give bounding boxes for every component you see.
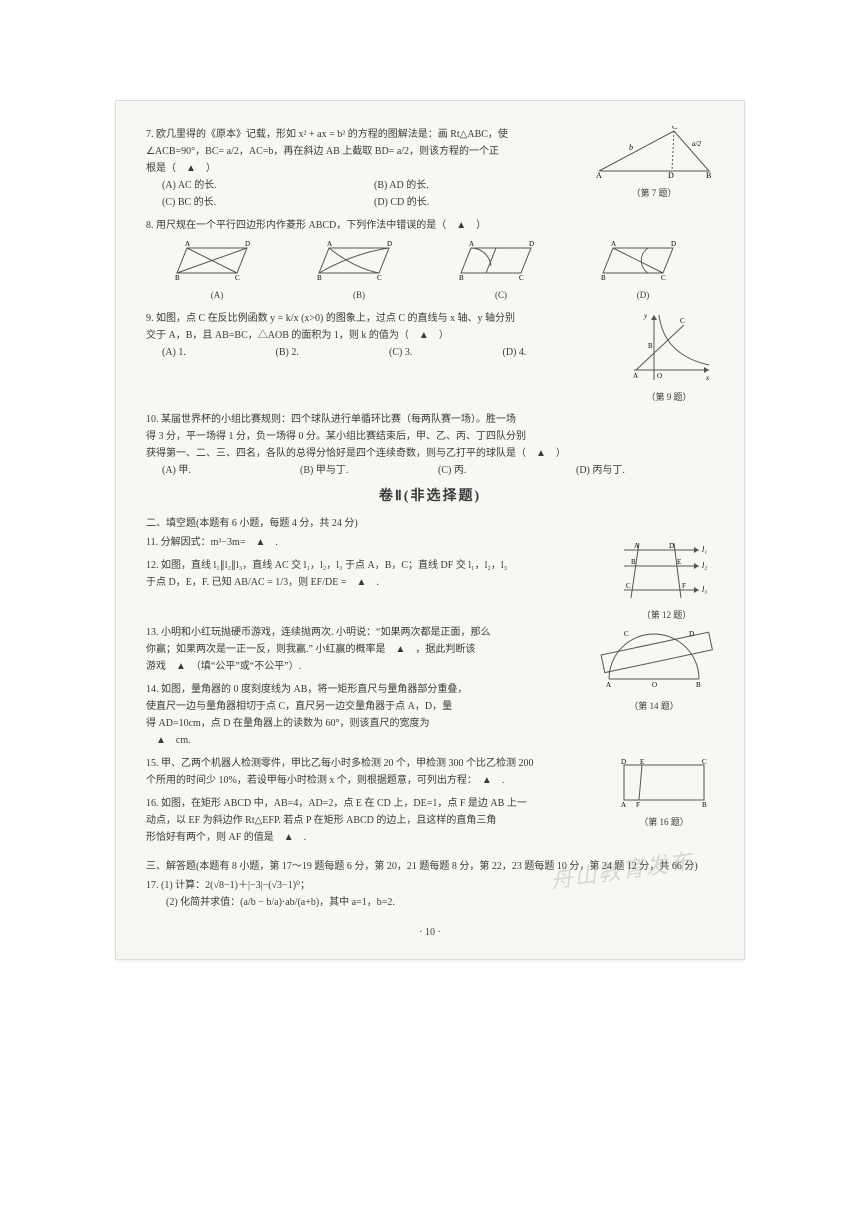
q14-line3: 得 AD=10cm，点 D 在量角器上的读数为 60°，则该直尺的宽度为 bbox=[146, 715, 714, 732]
q7-optA: (A) AC 的长. bbox=[162, 177, 374, 194]
svg-text:A: A bbox=[469, 240, 474, 248]
question-17: 17. (1) 计算：2(√8−1)＋|−3|−(√3−1)⁰； (2) 化简并… bbox=[146, 877, 714, 911]
q8-figC: A D B C (C) bbox=[456, 238, 546, 304]
q10-line3: 获得第一、二、三、四名，各队的总得分恰好是四个连续奇数，则与乙打平的球队是（ ▲… bbox=[146, 445, 714, 462]
q7-optB: (B) AD 的长. bbox=[374, 177, 586, 194]
svg-text:A: A bbox=[185, 240, 190, 248]
question-11: 11. 分解因式：m³−3m= ▲ . bbox=[146, 534, 714, 551]
q13-line1: 13. 小明和小红玩抛硬币游戏，连续抛两次. 小明说：“如果两次都是正面，那么 bbox=[146, 624, 714, 641]
svg-text:D: D bbox=[529, 240, 534, 248]
question-13: 13. 小明和小红玩抛硬币游戏，连续抛两次. 小明说：“如果两次都是正面，那么 … bbox=[146, 624, 714, 675]
q7-optD: (D) CD 的长. bbox=[374, 194, 586, 211]
question-9: A B C O x y （第 9 题） 9. 如图，点 C 在反比例函数 y =… bbox=[146, 310, 714, 406]
heading-fill: 二、填空题(本题有 6 小题，每题 4 分，共 24 分) bbox=[146, 515, 714, 532]
q13-line2: 你赢；如果两次是一正一反，则我赢.” 小红赢的概率是 ▲ ，据此判断该 bbox=[146, 641, 714, 658]
svg-text:C: C bbox=[377, 274, 382, 282]
q8-capA: (A) bbox=[172, 288, 262, 303]
question-8: 8. 用尺规在一个平行四边形内作菱形 ABCD，下列作法中错误的是（ ▲ ） A… bbox=[146, 217, 714, 304]
svg-text:A: A bbox=[327, 240, 332, 248]
question-7: A B C D b a/2 （第 7 题） 7. 欧几里得的《原本》记载，形如 … bbox=[146, 126, 714, 211]
q8-figures: A D B C (A) A D B C (B) A D B C (C) A D B C (D) bbox=[146, 238, 714, 304]
q16-line3: 形恰好有两个，则 AF 的值是 ▲ . bbox=[146, 829, 714, 846]
label-a2: a/2 bbox=[692, 140, 701, 148]
q10-optA: (A) 甲. bbox=[162, 462, 300, 479]
heading-solve: 三、解答题(本题有 8 小题，第 17～19 题每题 6 分，第 20，21 题… bbox=[146, 858, 714, 875]
section-2-title: 卷Ⅱ(非选择题) bbox=[146, 485, 714, 509]
question-15: 15. 甲、乙两个机器人检测零件，甲比乙每小时多检测 20 个，甲检测 300 … bbox=[146, 755, 714, 789]
label-b: b bbox=[629, 143, 633, 152]
q7-optC: (C) BC 的长. bbox=[162, 194, 374, 211]
q9-optC: (C) 3. bbox=[389, 344, 503, 361]
q10-optD: (D) 丙与丁. bbox=[576, 462, 714, 479]
question-12: 12. 如图，直线 l₁∥l₂∥l₃，直线 AC 交 l₁，l₂，l₃ 于点 A… bbox=[146, 557, 714, 591]
figure-q9-caption: （第 9 题） bbox=[624, 390, 714, 405]
q12-line2: 于点 D，E，F. 已知 AB/AC = 1/3，则 EF/DE = ▲ . bbox=[146, 574, 714, 591]
q16-line2: 动点，以 EF 为斜边作 Rt△EFP. 若点 P 在矩形 ABCD 的边上，且… bbox=[146, 812, 714, 829]
svg-text:D: D bbox=[387, 240, 392, 248]
q9-optA: (A) 1. bbox=[162, 344, 276, 361]
q8-capC: (C) bbox=[456, 288, 546, 303]
q14-line1: 14. 如图，量角器的 0 度刻度线为 AB，将一矩形直尺与量角器部分重叠， bbox=[146, 681, 714, 698]
q14-line4: ▲ cm. bbox=[146, 732, 714, 749]
q8-text: 8. 用尺规在一个平行四边形内作菱形 ABCD，下列作法中错误的是（ ▲ ） bbox=[146, 217, 714, 234]
q8-figB: A D B C (B) bbox=[314, 238, 404, 304]
label-C: C bbox=[672, 126, 677, 131]
svg-text:C: C bbox=[519, 274, 524, 282]
q10-optB: (B) 甲与丁. bbox=[300, 462, 438, 479]
q14-line2: 使直尺一边与量角器相切于点 C，直尺另一边交量角器于点 A，D，量 bbox=[146, 698, 714, 715]
page-number: · 10 · bbox=[116, 924, 744, 941]
q9-optD: (D) 4. bbox=[503, 344, 617, 361]
q16-line1: 16. 如图，在矩形 ABCD 中，AB=4，AD=2，点 E 在 CD 上，D… bbox=[146, 795, 714, 812]
svg-text:A: A bbox=[611, 240, 616, 248]
label-A: A bbox=[596, 171, 602, 180]
q8-capD: (D) bbox=[598, 288, 688, 303]
svg-text:A: A bbox=[633, 372, 638, 380]
svg-text:C: C bbox=[680, 317, 685, 325]
q13-line3: 游戏 ▲ （填“公平”或“不公平”）. bbox=[146, 658, 714, 675]
q10-optC: (C) 丙. bbox=[438, 462, 576, 479]
svg-text:B: B bbox=[317, 274, 322, 282]
label-D: D bbox=[668, 171, 674, 180]
figure-q7: A B C D b a/2 （第 7 题） bbox=[594, 126, 714, 202]
question-16: 16. 如图，在矩形 ABCD 中，AB=4，AD=2，点 E 在 CD 上，D… bbox=[146, 795, 714, 846]
svg-text:x: x bbox=[705, 374, 710, 382]
exam-page: A B C D b a/2 （第 7 题） 7. 欧几里得的《原本》记载，形如 … bbox=[115, 100, 745, 960]
q10-line2: 得 3 分，平一场得 1 分，负一场得 0 分。某小组比赛结束后，甲、乙、丙、丁… bbox=[146, 428, 714, 445]
figure-q12-caption: （第 12 题） bbox=[619, 608, 714, 623]
q17-part2: (2) 化简并求值：(a/b − b/a)·ab/(a+b)，其中 a=1，b=… bbox=[146, 894, 714, 911]
figure-q9: A B C O x y （第 9 题） bbox=[624, 310, 714, 406]
svg-text:D: D bbox=[671, 240, 676, 248]
svg-text:B: B bbox=[601, 274, 606, 282]
q11-text: 11. 分解因式：m³−3m= ▲ . bbox=[146, 534, 714, 551]
q10-line1: 10. 某届世界杯的小组比赛规则：四个球队进行单循环比赛（每两队赛一场）。胜一场 bbox=[146, 411, 714, 428]
q8-figA: A D B C (A) bbox=[172, 238, 262, 304]
question-10: 10. 某届世界杯的小组比赛规则：四个球队进行单循环比赛（每两队赛一场）。胜一场… bbox=[146, 411, 714, 479]
svg-text:C: C bbox=[235, 274, 240, 282]
figure-q7-caption: （第 7 题） bbox=[594, 186, 714, 201]
q12-line1: 12. 如图，直线 l₁∥l₂∥l₃，直线 AC 交 l₁，l₂，l₃ 于点 A… bbox=[146, 557, 714, 574]
q15-line2: 个所用的时间少 10%，若设甲每小时检测 x 个，则根据题意，可列出方程： ▲ … bbox=[146, 772, 714, 789]
q8-capB: (B) bbox=[314, 288, 404, 303]
svg-text:B: B bbox=[648, 342, 653, 350]
svg-text:D: D bbox=[245, 240, 250, 248]
label-B: B bbox=[706, 171, 711, 180]
svg-text:B: B bbox=[175, 274, 180, 282]
svg-text:B: B bbox=[459, 274, 464, 282]
q9-optB: (B) 2. bbox=[276, 344, 390, 361]
svg-text:O: O bbox=[657, 372, 662, 380]
q15-line1: 15. 甲、乙两个机器人检测零件，甲比乙每小时多检测 20 个，甲检测 300 … bbox=[146, 755, 714, 772]
svg-text:y: y bbox=[643, 312, 648, 320]
q17-part1: 17. (1) 计算：2(√8−1)＋|−3|−(√3−1)⁰； bbox=[146, 877, 714, 894]
svg-text:C: C bbox=[661, 274, 666, 282]
q8-figD: A D B C (D) bbox=[598, 238, 688, 304]
question-14: 14. 如图，量角器的 0 度刻度线为 AB，将一矩形直尺与量角器部分重叠， 使… bbox=[146, 681, 714, 749]
